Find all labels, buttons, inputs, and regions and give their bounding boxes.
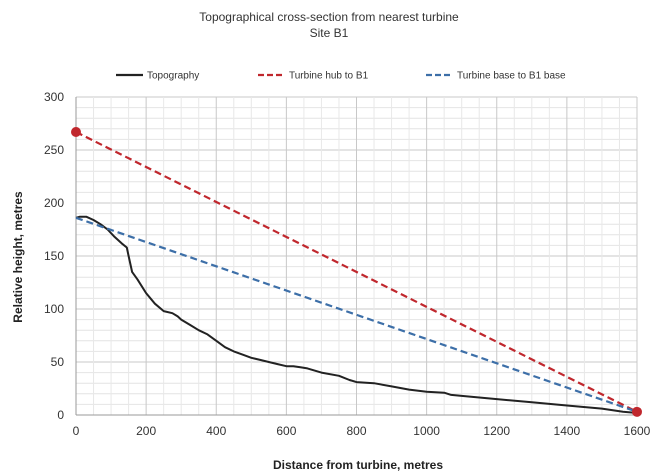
series-line-turbine-hub-to-b1 bbox=[75, 131, 638, 413]
series-line-topography bbox=[75, 215, 638, 414]
x-tick-label: 400 bbox=[206, 424, 226, 438]
y-tick-labels: 0 50 100 150 200 250 300 bbox=[44, 90, 64, 422]
y-tick-label: 200 bbox=[44, 196, 64, 210]
legend: Topography Turbine hub to B1 Turbine base … bbox=[116, 71, 566, 82]
y-axis-label: Relative height, metres bbox=[11, 191, 25, 323]
x-tick-label: 1000 bbox=[413, 424, 440, 438]
data-series bbox=[75, 131, 638, 414]
endpoint-marker bbox=[632, 406, 642, 417]
x-axis-label: Distance from turbine, metres bbox=[273, 458, 443, 472]
x-tick-label: 200 bbox=[136, 424, 156, 438]
x-tick-label: 600 bbox=[276, 424, 296, 438]
x-tick-labels: 0 200 400 600 800 1000 1200 1400 1600 bbox=[73, 424, 651, 438]
endpoint-markers bbox=[71, 126, 642, 417]
grid-lines bbox=[75, 96, 638, 416]
x-tick-label: 1200 bbox=[483, 424, 510, 438]
y-tick-label: 50 bbox=[51, 355, 65, 369]
chart-title: Topographical cross-section from nearest… bbox=[199, 10, 459, 24]
y-tick-label: 250 bbox=[44, 143, 64, 157]
y-tick-label: 150 bbox=[44, 249, 64, 263]
x-tick-label: 0 bbox=[73, 424, 80, 438]
x-tick-label: 1600 bbox=[624, 424, 651, 438]
endpoint-marker bbox=[71, 126, 81, 137]
legend-label: Turbine hub to B1 bbox=[289, 71, 369, 82]
x-tick-label: 1400 bbox=[554, 424, 581, 438]
legend-label: Topography bbox=[147, 71, 199, 82]
chart-subtitle: Site B1 bbox=[310, 26, 349, 40]
y-tick-label: 100 bbox=[44, 302, 64, 316]
y-tick-label: 300 bbox=[44, 90, 64, 104]
y-tick-label: 0 bbox=[57, 408, 64, 422]
legend-label: Turbine base to B1 base bbox=[457, 71, 566, 82]
x-tick-label: 800 bbox=[346, 424, 366, 438]
axes bbox=[75, 97, 637, 416]
